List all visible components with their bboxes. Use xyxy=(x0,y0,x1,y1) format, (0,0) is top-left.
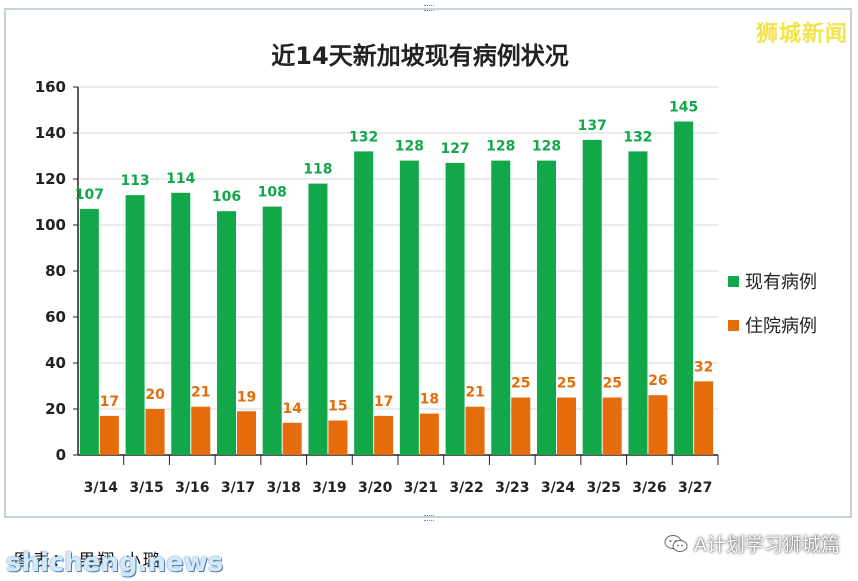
x-tick-label: 3/16 xyxy=(175,480,209,496)
x-tick-label: 3/21 xyxy=(404,480,438,496)
data-label-current: 107 xyxy=(75,187,104,203)
bar-hospitalized-3/21 xyxy=(419,413,439,455)
data-label-hospitalized: 18 xyxy=(420,392,439,408)
data-label-hospitalized: 15 xyxy=(328,399,347,415)
legend-item-hospitalized: 住院病例 xyxy=(728,312,817,338)
bar-hospitalized-3/23 xyxy=(511,397,531,455)
data-label-current: 108 xyxy=(258,185,287,201)
y-tick-label: 60 xyxy=(45,308,66,326)
resize-handle-bottom[interactable] xyxy=(424,515,434,521)
bar-hospitalized-3/14 xyxy=(99,415,119,455)
data-label-current: 114 xyxy=(166,171,195,187)
bar-hospitalized-3/25 xyxy=(602,397,622,455)
data-label-current: 127 xyxy=(440,141,469,157)
x-tick-label: 3/18 xyxy=(267,480,301,496)
wechat-icon xyxy=(664,534,688,554)
bar-current-3/21 xyxy=(399,160,419,455)
bar-hospitalized-3/19 xyxy=(328,420,348,455)
data-label-hospitalized: 17 xyxy=(374,394,393,410)
bar-current-3/17 xyxy=(217,211,236,455)
x-tick-label: 3/19 xyxy=(312,480,346,496)
bar-hospitalized-3/20 xyxy=(374,415,394,455)
y-tick-label: 140 xyxy=(35,124,66,142)
bar-hospitalized-3/26 xyxy=(648,395,668,455)
bar-current-3/19 xyxy=(308,183,328,455)
data-label-current: 113 xyxy=(120,173,149,189)
x-tick-label: 3/14 xyxy=(84,480,119,496)
legend: 现有病例 住院病例 xyxy=(728,268,817,356)
x-tick-label: 3/27 xyxy=(678,480,712,496)
data-label-hospitalized: 32 xyxy=(694,359,713,375)
data-label-hospitalized: 21 xyxy=(465,385,484,401)
brand-watermark: 狮城新闻 xyxy=(755,22,848,47)
y-tick-label: 0 xyxy=(56,446,66,464)
y-tick-label: 20 xyxy=(45,400,66,418)
bar-current-3/14 xyxy=(79,208,99,455)
data-label-hospitalized: 14 xyxy=(282,401,302,417)
bar-current-3/24 xyxy=(537,160,556,455)
data-label-current: 128 xyxy=(486,139,515,155)
x-tick-label: 3/26 xyxy=(632,480,666,496)
chart-caption: 图表： 男翔 小璐 xyxy=(14,551,162,571)
bar-current-3/23 xyxy=(491,160,511,455)
resize-handle-top[interactable] xyxy=(424,5,434,11)
y-tick-label: 160 xyxy=(35,78,66,96)
site-watermark: shicheng.news xyxy=(6,548,224,578)
data-label-current: 128 xyxy=(395,139,424,155)
bar-current-3/25 xyxy=(582,139,602,455)
data-label-current: 137 xyxy=(578,118,607,134)
y-tick-label: 120 xyxy=(35,170,66,188)
data-label-hospitalized: 21 xyxy=(191,385,210,401)
bar-current-3/18 xyxy=(262,206,282,455)
legend-label-current: 现有病例 xyxy=(745,272,817,293)
data-label-hospitalized: 26 xyxy=(648,373,667,389)
chart-title: 近14天新加坡现有病例状况 xyxy=(271,42,569,70)
bar-current-3/20 xyxy=(354,151,374,455)
data-label-current: 132 xyxy=(349,129,378,145)
x-tick-label: 3/25 xyxy=(587,480,621,496)
legend-swatch-hospitalized xyxy=(728,319,739,331)
x-tick-label: 3/22 xyxy=(449,480,483,496)
bar-hospitalized-3/17 xyxy=(237,411,256,455)
data-label-hospitalized: 25 xyxy=(511,376,530,392)
data-label-hospitalized: 19 xyxy=(237,389,256,405)
data-label-current: 145 xyxy=(669,100,698,116)
data-label-current: 132 xyxy=(623,129,652,145)
data-label-hospitalized: 25 xyxy=(557,376,576,392)
data-label-current: 106 xyxy=(212,189,241,205)
x-tick-label: 3/15 xyxy=(129,480,163,496)
wechat-account: A计划学习狮城篇 xyxy=(664,530,840,557)
data-label-hospitalized: 20 xyxy=(145,387,165,403)
bar-hospitalized-3/22 xyxy=(465,406,485,455)
y-tick-label: 100 xyxy=(35,216,66,234)
x-tick-label: 3/20 xyxy=(358,480,393,496)
bar-current-3/27 xyxy=(674,121,694,455)
data-label-current: 118 xyxy=(303,162,332,178)
wechat-account-name: A计划学习狮城篇 xyxy=(694,534,840,556)
legend-label-hospitalized: 住院病例 xyxy=(745,316,817,337)
y-tick-label: 80 xyxy=(45,262,66,280)
bar-current-3/26 xyxy=(628,151,648,455)
bar-hospitalized-3/27 xyxy=(694,381,714,455)
legend-item-current: 现有病例 xyxy=(728,268,817,294)
legend-swatch-current xyxy=(728,275,739,287)
bar-hospitalized-3/16 xyxy=(191,406,211,455)
bar-hospitalized-3/15 xyxy=(145,409,165,455)
data-label-hospitalized: 17 xyxy=(100,394,119,410)
bar-hospitalized-3/18 xyxy=(282,422,302,455)
data-label-current: 128 xyxy=(532,139,561,155)
x-tick-label: 3/24 xyxy=(541,480,576,496)
x-tick-label: 3/23 xyxy=(495,480,529,496)
bar-current-3/22 xyxy=(445,162,465,455)
bar-current-3/15 xyxy=(125,195,145,455)
y-tick-label: 40 xyxy=(45,354,66,372)
x-tick-label: 3/17 xyxy=(221,480,255,496)
bar-hospitalized-3/24 xyxy=(557,397,576,455)
bar-current-3/16 xyxy=(171,192,191,456)
data-label-hospitalized: 25 xyxy=(602,376,621,392)
